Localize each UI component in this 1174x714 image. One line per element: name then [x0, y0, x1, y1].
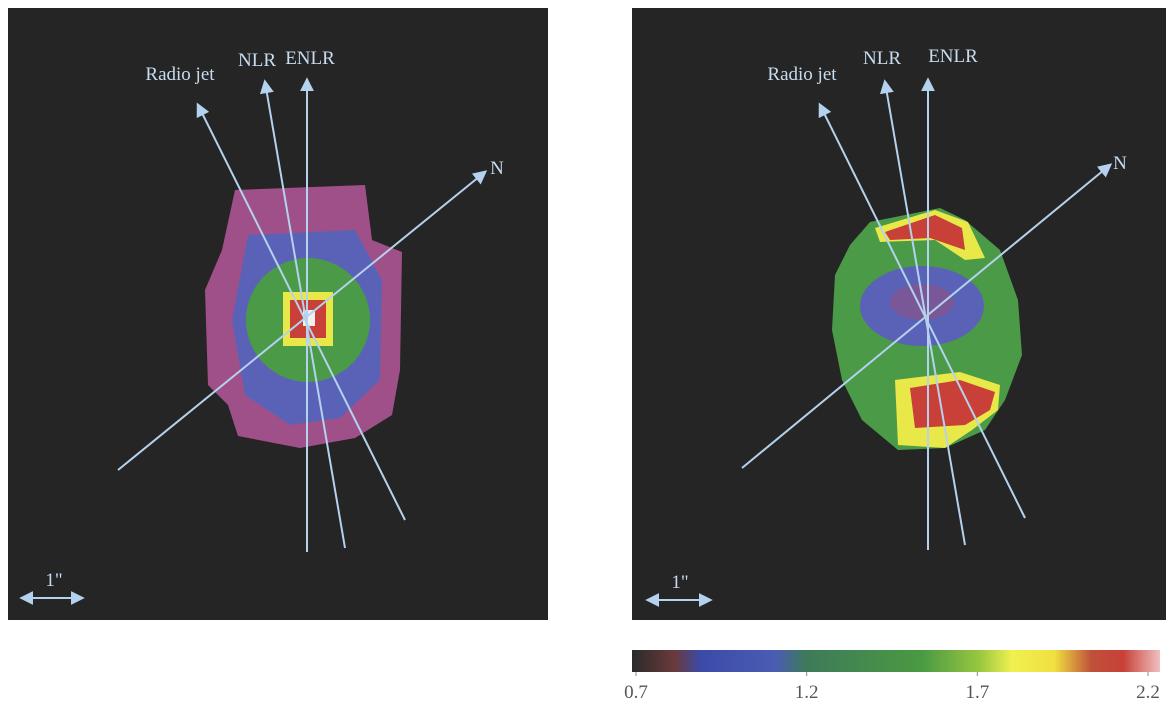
- colorbar-gradient: [632, 650, 1160, 672]
- region-red-top: [885, 215, 965, 250]
- north-axis: [741, 163, 1113, 469]
- label-enlr: ENLR: [928, 46, 978, 67]
- label-radio-jet: Radio jet: [145, 64, 215, 85]
- colorbar-tick-label: 1.2: [795, 682, 819, 703]
- label-enlr: ENLR: [285, 48, 335, 69]
- label-scale: 1": [45, 570, 62, 591]
- label-scale: 1": [671, 572, 688, 593]
- colorbar-tick-label: 1.7: [965, 682, 989, 703]
- right-panel: Radio jet NLR ENLR N 1": [632, 8, 1166, 620]
- colorbar-tick-label: 0.7: [624, 682, 648, 703]
- colorbar-tick-label: 2.2: [1136, 682, 1160, 703]
- label-nlr: NLR: [238, 50, 276, 71]
- label-north: N: [490, 158, 504, 179]
- north-axis: [117, 170, 488, 471]
- label-nlr: NLR: [863, 48, 901, 69]
- nlr-axis: [880, 79, 966, 546]
- label-north: N: [1113, 153, 1127, 174]
- colorbar: 0.7 1.2 1.7 2.2: [624, 650, 1160, 703]
- nlr-axis: [259, 79, 346, 549]
- radio-jet-axis: [818, 102, 1026, 519]
- left-panel: Radio jet NLR ENLR N 1": [8, 8, 548, 620]
- label-radio-jet: Radio jet: [767, 64, 837, 85]
- radio-jet-axis: [196, 102, 406, 521]
